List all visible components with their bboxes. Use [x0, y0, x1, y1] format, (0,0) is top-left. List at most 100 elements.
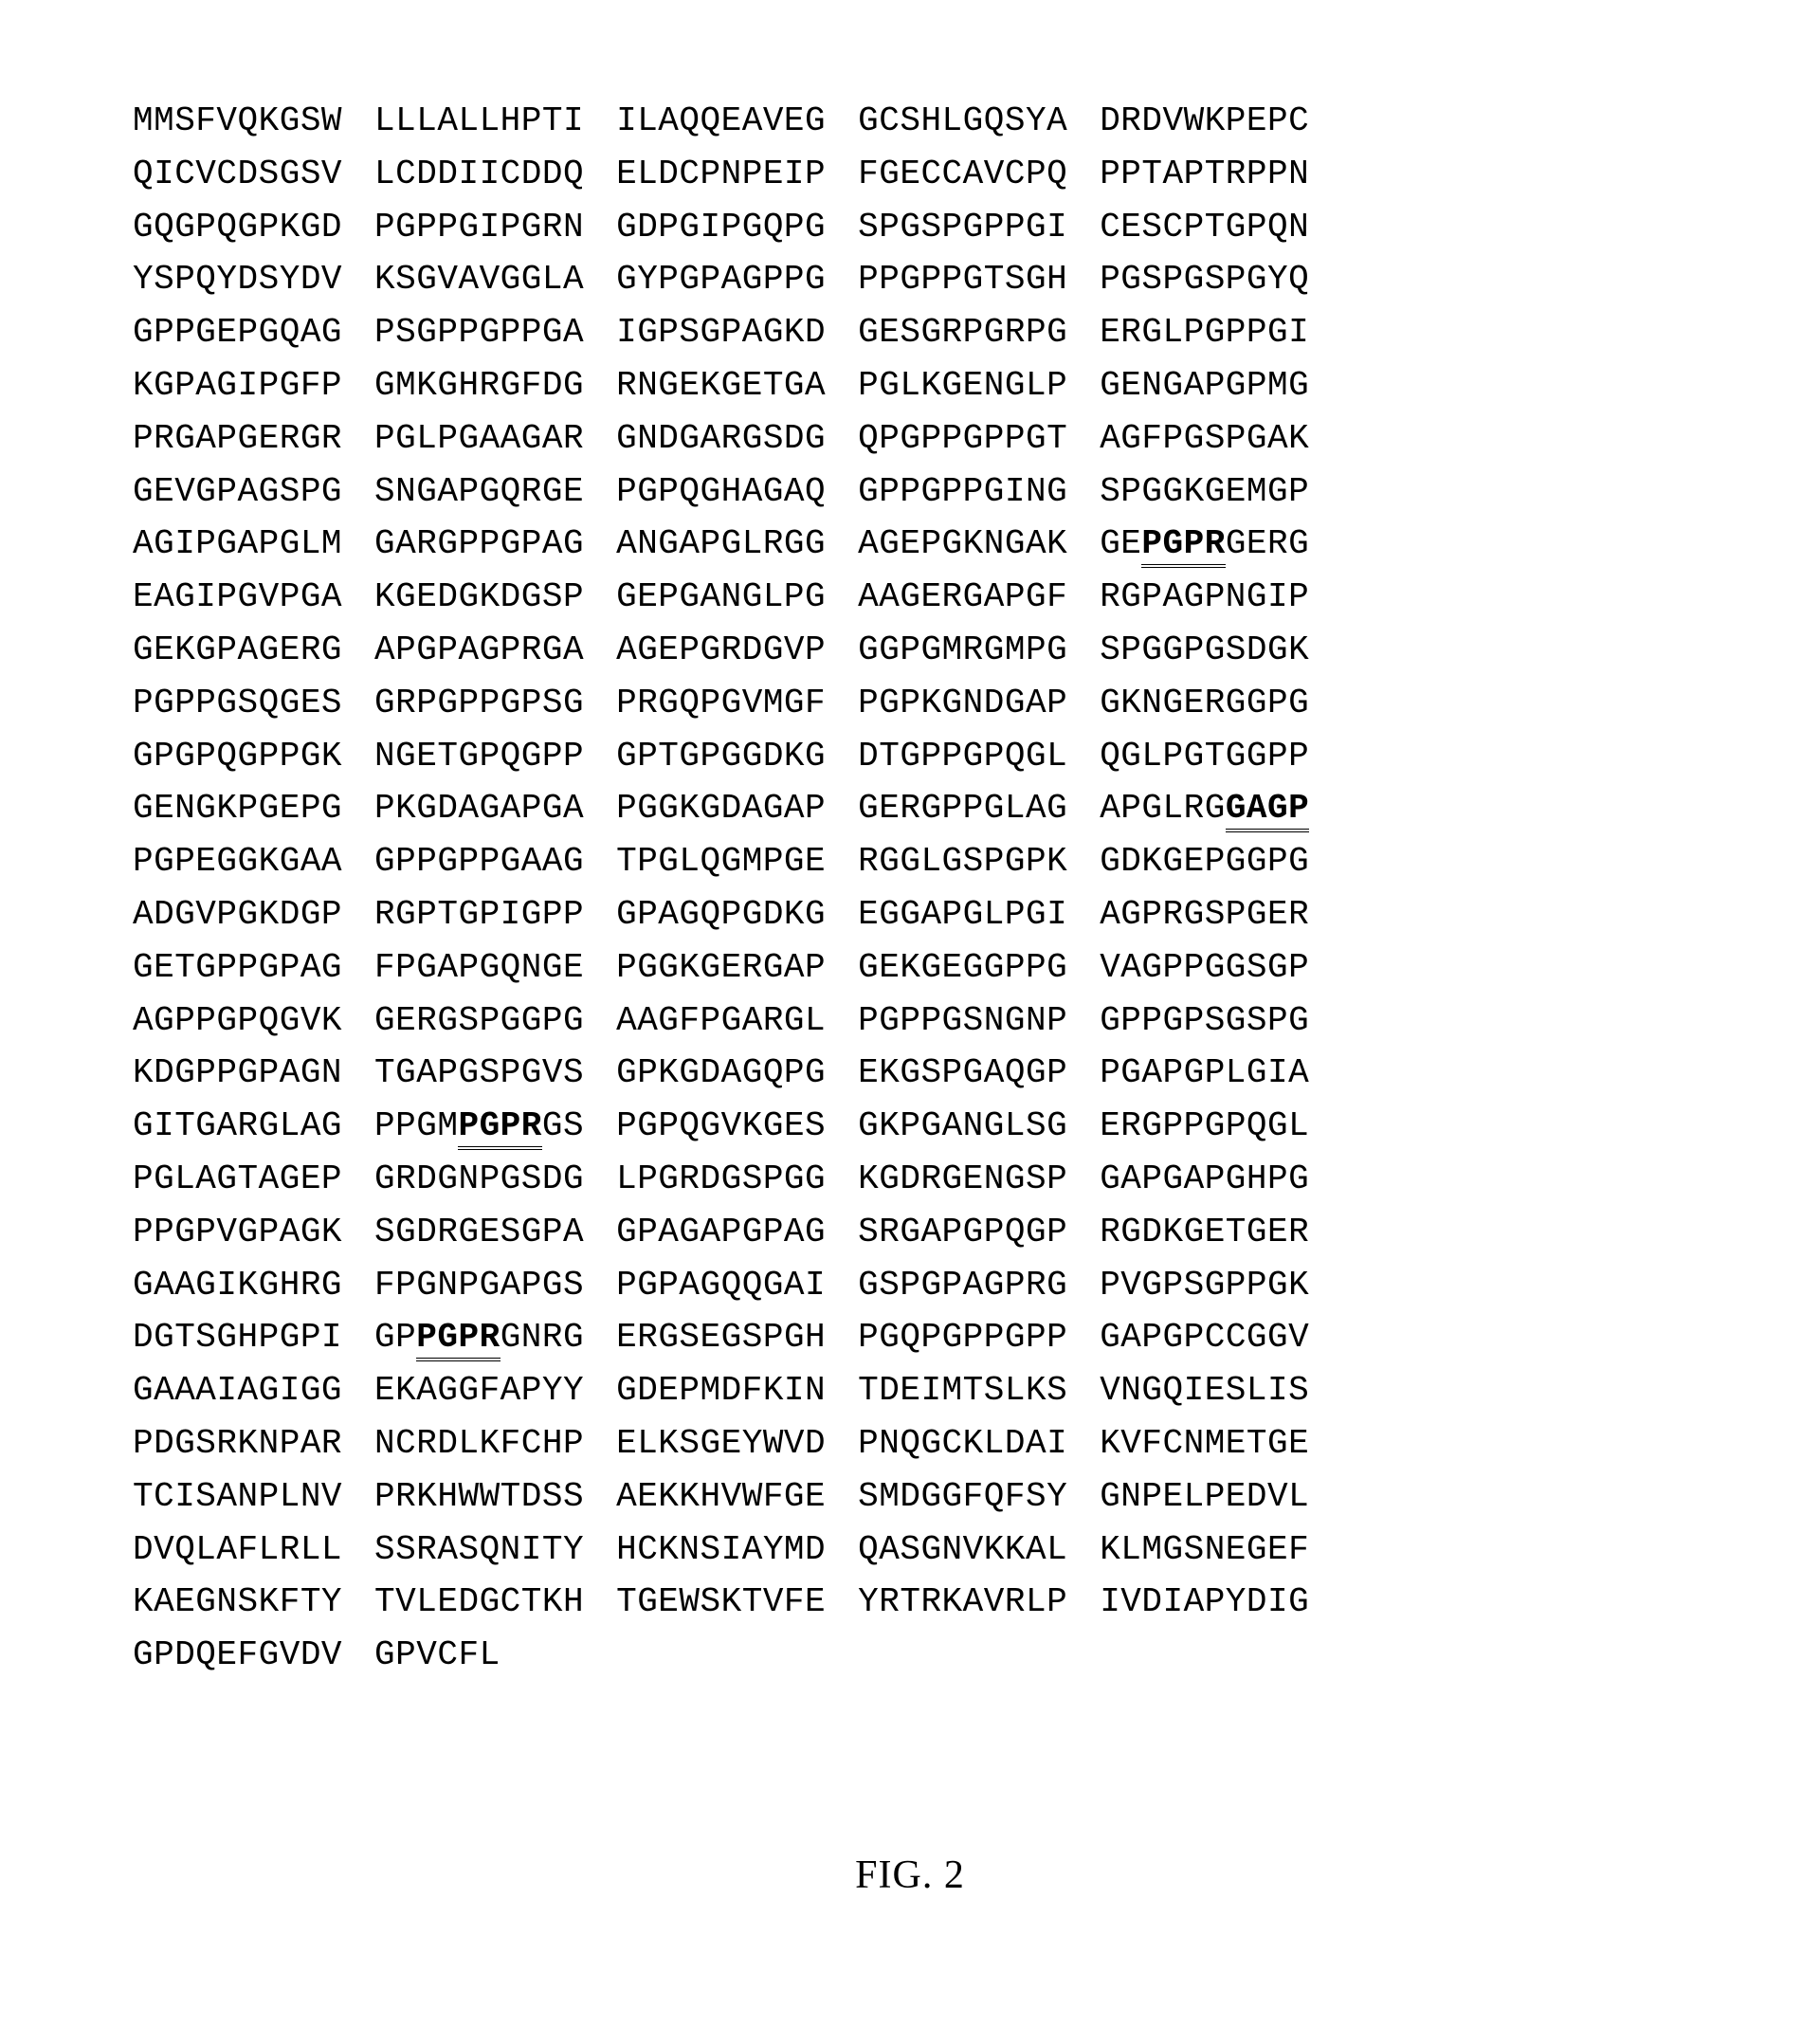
sequence-column: PGPKGNDGAP: [858, 677, 1067, 730]
sequence-column: PRKHWWTDSS: [374, 1470, 584, 1524]
sequence-column: GPPGPPGING: [858, 465, 1067, 519]
sequence-column: SNGAPGQRGE: [374, 465, 584, 519]
sequence-column: PNQGCKLDAI: [858, 1417, 1067, 1470]
sequence-column: PGPAGQQGAI: [616, 1259, 826, 1312]
sequence-column: GPPGPRGNRG: [374, 1311, 584, 1364]
sequence-row: ADGVPGKDGP RGPTGPIGPP GPAGQPGDKG EGGAPGLPGI…: [133, 888, 1687, 941]
sequence-row: MMSFVQKGSWLLLALLHPTIILAQQEAVEGGCSHLGQSYA…: [133, 95, 1687, 148]
sequence-column: TCISANPLNV: [133, 1470, 342, 1524]
sequence-row: TCISANPLNVPRKHWWTDSSAEKKHVWFGESMDGGFQFSY…: [133, 1470, 1687, 1524]
sequence-column: IGPSGPAGKD: [616, 306, 826, 359]
sequence-column: GPGPQGPPGK: [133, 730, 342, 783]
sequence-column: GERGSPGGPG: [374, 995, 584, 1048]
sequence-column: PGSPGSPGYQ: [1100, 253, 1309, 306]
sequence-column: PGLPGAAGAR: [374, 412, 584, 465]
sequence-column: TPGLQGMPGE: [616, 835, 826, 888]
sequence-column: AEKKHVWFGE: [616, 1470, 826, 1524]
sequence-column: GPAGQPGDKG: [616, 888, 826, 941]
sequence-row: PRGAPGERGRPGLPGAAGARGNDGARGSDGQPGPPGPPGT…: [133, 412, 1687, 465]
sequence-column: QICVCDSGSV: [133, 148, 342, 201]
sequence-row: GPDQEFGVDVGPVCFL: [133, 1629, 1687, 1682]
sequence-column: LPGRDGSPGG: [616, 1153, 826, 1206]
sequence-column: GEKGPAGERG: [133, 624, 342, 677]
sequence-row: GQGPQGPKGDPGPPGIPGRNGDPGIPGQPGSPGSPGPPGI…: [133, 201, 1687, 254]
sequence-column: FPGNPGAPGS: [374, 1259, 584, 1312]
sequence-column: KGPAGIPGFP: [133, 359, 342, 412]
sequence-column: GAAAIAGIGG: [133, 1364, 342, 1417]
sequence-row: DVQLAFLRLLSSRASQNITYHCKNSIAYMDQASGNVKKAL…: [133, 1524, 1687, 1577]
sequence-row: KDGPPGPAGNTGAPGSPGVSGPKGDAGQPGEKGSPGAQGP…: [133, 1047, 1687, 1100]
sequence-column: GRDGNPGSDG: [374, 1153, 584, 1206]
sequence-column: GDKGEPGGPG: [1100, 835, 1309, 888]
sequence-column: AAGERGAPGF: [858, 571, 1067, 624]
sequence-column: GKPGANGLSG: [858, 1100, 1067, 1153]
sequence-row: KAEGNSKFTYTVLEDGCTKHTGEWSKTVFEYRTRKAVRLP…: [133, 1576, 1687, 1629]
sequence-row: EAGIPGVPGAKGEDGKDGSPGEPGANGLPGAAGERGAPGF…: [133, 571, 1687, 624]
sequence-column: FGECCAVCPQ: [858, 148, 1067, 201]
sequence-column: ERGPPGPQGL: [1100, 1100, 1309, 1153]
sequence-row: AGIPGAPGLMGARGPPGPAGANGAPGLRGGAGEPGKNGAK…: [133, 518, 1687, 571]
sequence-column: GKNGERGGPG: [1100, 677, 1309, 730]
sequence-column: ADGVPGKDGP: [133, 888, 342, 941]
sequence-column: RGDKGETGER: [1100, 1206, 1309, 1259]
sequence-column: MMSFVQKGSW: [133, 95, 342, 148]
sequence-column: GAAGIKGHRG: [133, 1259, 342, 1312]
sequence-block: MMSFVQKGSWLLLALLHPTIILAQQEAVEGGCSHLGQSYA…: [133, 95, 1687, 1682]
sequence-column: GPVCFL: [374, 1629, 500, 1682]
sequence-column: GENGKPGEPG: [133, 782, 342, 835]
sequence-column: QASGNVKKAL: [858, 1524, 1067, 1577]
sequence-column: GGPGMRGMPG: [858, 624, 1067, 677]
sequence-column: PPGPPGTSGH: [858, 253, 1067, 306]
sequence-column: KLMGSNEGEF: [1100, 1524, 1309, 1577]
sequence-row: GAAGIKGHRG FPGNPGAPGS PGPAGQQGAI GSPGPAGPRG…: [133, 1259, 1687, 1312]
sequence-row: GPPGEPGQAGPSGPPGPPGAIGPSGPAGKDGESGRPGRPG…: [133, 306, 1687, 359]
sequence-column: PGPQGVKGES: [616, 1100, 826, 1153]
sequence-column: PGPPGSQGES: [133, 677, 342, 730]
sequence-column: PVGPSGPPGK: [1100, 1259, 1309, 1312]
sequence-column: YRTRKAVRLP: [858, 1576, 1067, 1629]
sequence-column: ELDCPNPEIP: [616, 148, 826, 201]
sequence-column: ERGLPGPPGI: [1100, 306, 1309, 359]
sequence-column: GARGPPGPAG: [374, 518, 584, 571]
sequence-column: RGPAGPNGIP: [1100, 571, 1309, 624]
sequence-column: RGPTGPIGPP: [374, 888, 584, 941]
sequence-row: PGPEGGKGAAGPPGPPGAAGTPGLQGMPGERGGLGSPGPK…: [133, 835, 1687, 888]
sequence-column: GSPGPAGPRG: [858, 1259, 1067, 1312]
sequence-column: EGGAPGLPGI: [858, 888, 1067, 941]
sequence-column: KDGPPGPAGN: [133, 1047, 342, 1100]
sequence-row: YSPQYDSYDVKSGVAVGGLAGYPGPAGPPGPPGPPGTSGH…: [133, 253, 1687, 306]
sequence-column: PGGKGERGAP: [616, 941, 826, 995]
highlighted-motif: PGPR: [1141, 524, 1225, 568]
sequence-column: GEPGANGLPG: [616, 571, 826, 624]
sequence-column: VNGQIESLIS: [1100, 1364, 1309, 1417]
sequence-column: EKAGGFAPYY: [374, 1364, 584, 1417]
sequence-column: PRGQPGVMGF: [616, 677, 826, 730]
sequence-column: VAGPPGGSGP: [1100, 941, 1309, 995]
sequence-row: PGPPGSQGESGRPGPPGPSGPRGQPGVMGFPGPKGNDGAP…: [133, 677, 1687, 730]
sequence-row: GAAAIAGIGGEKAGGFAPYYGDEPMDFKINTDEIMTSLKS…: [133, 1364, 1687, 1417]
sequence-column: GPAGAPGPAG: [616, 1206, 826, 1259]
sequence-column: RGGLGSPGPK: [858, 835, 1067, 888]
sequence-column: GPPGPSGSPG: [1100, 995, 1309, 1048]
sequence-column: SRGAPGPQGP: [858, 1206, 1067, 1259]
sequence-column: GDEPMDFKIN: [616, 1364, 826, 1417]
sequence-column: TVLEDGCTKH: [374, 1576, 584, 1629]
sequence-column: GNDGARGSDG: [616, 412, 826, 465]
sequence-column: PGQPGPPGPP: [858, 1311, 1067, 1364]
sequence-column: DRDVWKPEPC: [1100, 95, 1309, 148]
sequence-column: AGPRGSPGER: [1100, 888, 1309, 941]
sequence-column: KVFCNMETGE: [1100, 1417, 1309, 1470]
sequence-column: APGPAGPRGA: [374, 624, 584, 677]
sequence-column: AGPPGPQGVK: [133, 995, 342, 1048]
sequence-column: PPGMPGPRGS: [374, 1100, 584, 1153]
sequence-column: AGIPGAPGLM: [133, 518, 342, 571]
sequence-column: GENGAPGPMG: [1100, 359, 1309, 412]
sequence-column: DTGPPGPQGL: [858, 730, 1067, 783]
sequence-row: PPGPVGPAGKSGDRGESGPAGPAGAPGPAGSRGAPGPQGP…: [133, 1206, 1687, 1259]
sequence-column: QGLPGTGGPP: [1100, 730, 1309, 783]
sequence-row: KGPAGIPGFPGMKGHRGFDGRNGEKGETGAPGLKGENGLP…: [133, 359, 1687, 412]
sequence-row: AGPPGPQGVKGERGSPGGPGAAGFPGARGLPGPPGSNGNP…: [133, 995, 1687, 1048]
sequence-row: GETGPPGPAGFPGAPGQNGEPGGKGERGAPGEKGEGGPPG…: [133, 941, 1687, 995]
sequence-row: DGTSGHPGPIGPPGPRGNRGERGSEGSPGHPGQPGPPGPP…: [133, 1311, 1687, 1364]
sequence-column: HCKNSIAYMD: [616, 1524, 826, 1577]
